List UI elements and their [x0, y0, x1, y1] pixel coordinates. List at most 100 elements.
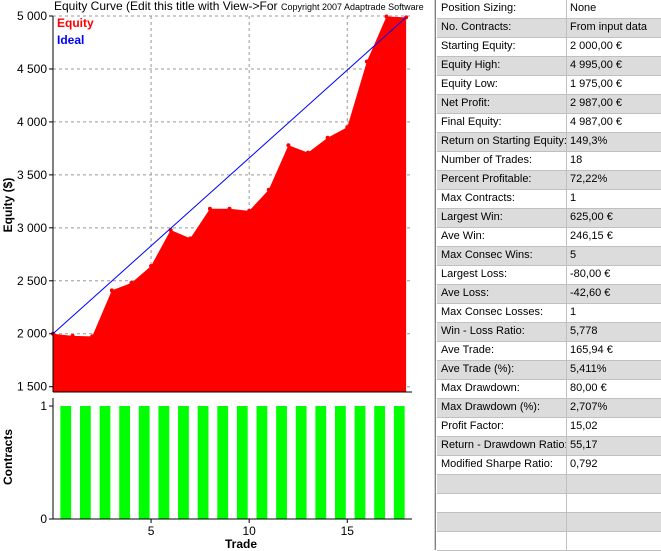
y-tick-label-contracts: 0	[40, 512, 47, 526]
y-tick-label-equity: 5 000	[17, 9, 47, 23]
equity-point	[384, 14, 389, 19]
stats-value: 72,22%	[570, 173, 608, 185]
equity-point	[188, 236, 193, 241]
equity-point	[90, 334, 95, 339]
stats-value: -42,60 €	[570, 287, 611, 299]
contract-bar	[354, 406, 366, 519]
equity-point	[247, 208, 252, 213]
x-tick-label: 5	[148, 524, 155, 538]
equity-chart: 5 000 4 500 4 000 3 500 3 000 2 500 2 000 1 500…	[1, 0, 424, 550]
stats-row: Max Contracts: 1	[437, 190, 661, 209]
contract-bar	[393, 406, 405, 519]
stats-value: 1 975,00 €	[570, 78, 622, 90]
stats-label: Largest Win:	[441, 211, 503, 223]
stats-row: Return on Starting Equity: 149,3%	[437, 133, 661, 152]
stats-label: Win - Loss Ratio:	[441, 325, 525, 337]
stats-label: Position Sizing:	[441, 2, 517, 14]
stats-label: Modified Sharpe Ratio:	[441, 458, 553, 470]
y-tick-label-equity: 4 000	[17, 115, 47, 129]
contract-bar	[99, 406, 111, 519]
contract-bar	[217, 406, 229, 519]
stats-value: 2,707%	[570, 401, 608, 413]
stats-value: 80,00 €	[570, 382, 607, 394]
panel-splitter[interactable]	[433, 0, 436, 550]
stats-value: 5,411%	[570, 363, 607, 375]
equity-point	[364, 59, 369, 64]
equity-point	[129, 280, 134, 285]
stats-value: 4 987,00 €	[570, 116, 622, 128]
stats-label: Starting Equity:	[441, 40, 516, 52]
y-tick-label-equity: 2 000	[17, 327, 47, 341]
stats-value: 625,00 €	[570, 211, 613, 223]
stats-row: Max Drawdown: 80,00 €	[437, 380, 661, 399]
equity-point	[227, 206, 232, 211]
x-tick-label: 15	[341, 524, 355, 538]
equity-point	[286, 143, 291, 148]
y-axis-label-contracts: Contracts	[1, 429, 15, 485]
stats-column-separator	[566, 0, 567, 550]
y-axis-label-equity: Equity ($)	[1, 178, 15, 233]
legend-equity: Equity	[57, 16, 94, 30]
contract-bar	[158, 406, 170, 519]
stats-row: Largest Win: 625,00 €	[437, 209, 661, 228]
stats-row: Largest Loss: -80,00 €	[437, 266, 661, 285]
contract-bar	[197, 406, 209, 519]
stats-row: Return - Drawdown Ratio: 55,17	[437, 437, 661, 456]
equity-point	[306, 150, 311, 155]
stats-value: 165,94 €	[570, 344, 613, 356]
stats-row: Ave Trade: 165,94 €	[437, 342, 661, 361]
x-axis-label: Trade	[225, 537, 257, 550]
stats-row: No. Contracts: From input data	[437, 19, 661, 38]
stats-value: 18	[570, 154, 583, 166]
ideal-line	[52, 17, 407, 335]
stats-label: Max Consec Wins:	[441, 249, 533, 261]
stats-label: Largest Loss:	[441, 268, 508, 280]
contract-bar	[276, 406, 287, 519]
stats-row	[437, 513, 661, 532]
stats-value: 55,17	[570, 439, 598, 451]
equity-point	[345, 125, 350, 130]
contract-bar	[119, 406, 130, 519]
stats-label: Ave Loss:	[441, 287, 490, 299]
stats-value: 246,15 €	[570, 230, 613, 242]
stats-label: Number of Trades:	[441, 154, 533, 166]
equity-point	[70, 333, 75, 338]
stats-label: Percent Profitable:	[441, 173, 532, 185]
y-tick-label-equity: 3 000	[17, 221, 47, 235]
stats-label: Max Drawdown (%):	[441, 401, 541, 413]
stats-label: Ave Trade (%):	[441, 363, 515, 375]
stats-value: -80,00 €	[570, 268, 611, 280]
stats-row: Net Profit: 2 987,00 €	[437, 95, 661, 114]
stats-label: Return - Drawdown Ratio:	[441, 439, 568, 451]
stats-value: 2 987,00 €	[570, 97, 622, 109]
stats-value: None	[570, 2, 597, 14]
stats-row: Ave Trade (%): 5,411%	[437, 361, 661, 380]
stats-label: Return on Starting Equity:	[441, 135, 567, 147]
x-tick-label: 10	[242, 524, 256, 538]
stats-row: Ave Win: 246,15 €	[437, 228, 661, 247]
stats-label: Max Contracts:	[441, 192, 515, 204]
contract-bar	[236, 406, 248, 519]
equity-chart-panel[interactable]: 5 000 4 500 4 000 3 500 3 000 2 500 2 000 1 500…	[0, 0, 433, 550]
stats-label: Profit Factor:	[441, 420, 504, 432]
stats-value: 149,3%	[570, 135, 608, 147]
stats-label: Ave Trade:	[441, 344, 494, 356]
equity-point	[325, 135, 330, 140]
contract-bar	[315, 406, 327, 519]
contract-bar	[295, 406, 307, 519]
stats-row: Equity High: 4 995,00 €	[437, 57, 661, 76]
y-tick-label-equity: 3 500	[17, 168, 47, 182]
stats-value: 5,778	[570, 325, 598, 337]
stats-label: Equity High:	[441, 59, 501, 71]
stats-value: 2 000,00 €	[570, 40, 622, 52]
stats-value: 4 995,00 €	[570, 59, 622, 71]
stats-value: 0,792	[570, 458, 598, 470]
stats-table: Position Sizing: None No. Contracts: From i…	[437, 0, 661, 551]
stats-label: Max Consec Losses:	[441, 306, 544, 318]
y-tick-label-equity: 2 500	[17, 274, 47, 288]
legend-ideal: Ideal	[57, 33, 84, 47]
stats-row	[437, 475, 661, 494]
stats-row: Position Sizing: None	[437, 0, 661, 19]
stats-value: 5	[570, 249, 577, 261]
stats-row: Starting Equity: 2 000,00 €	[437, 38, 661, 57]
